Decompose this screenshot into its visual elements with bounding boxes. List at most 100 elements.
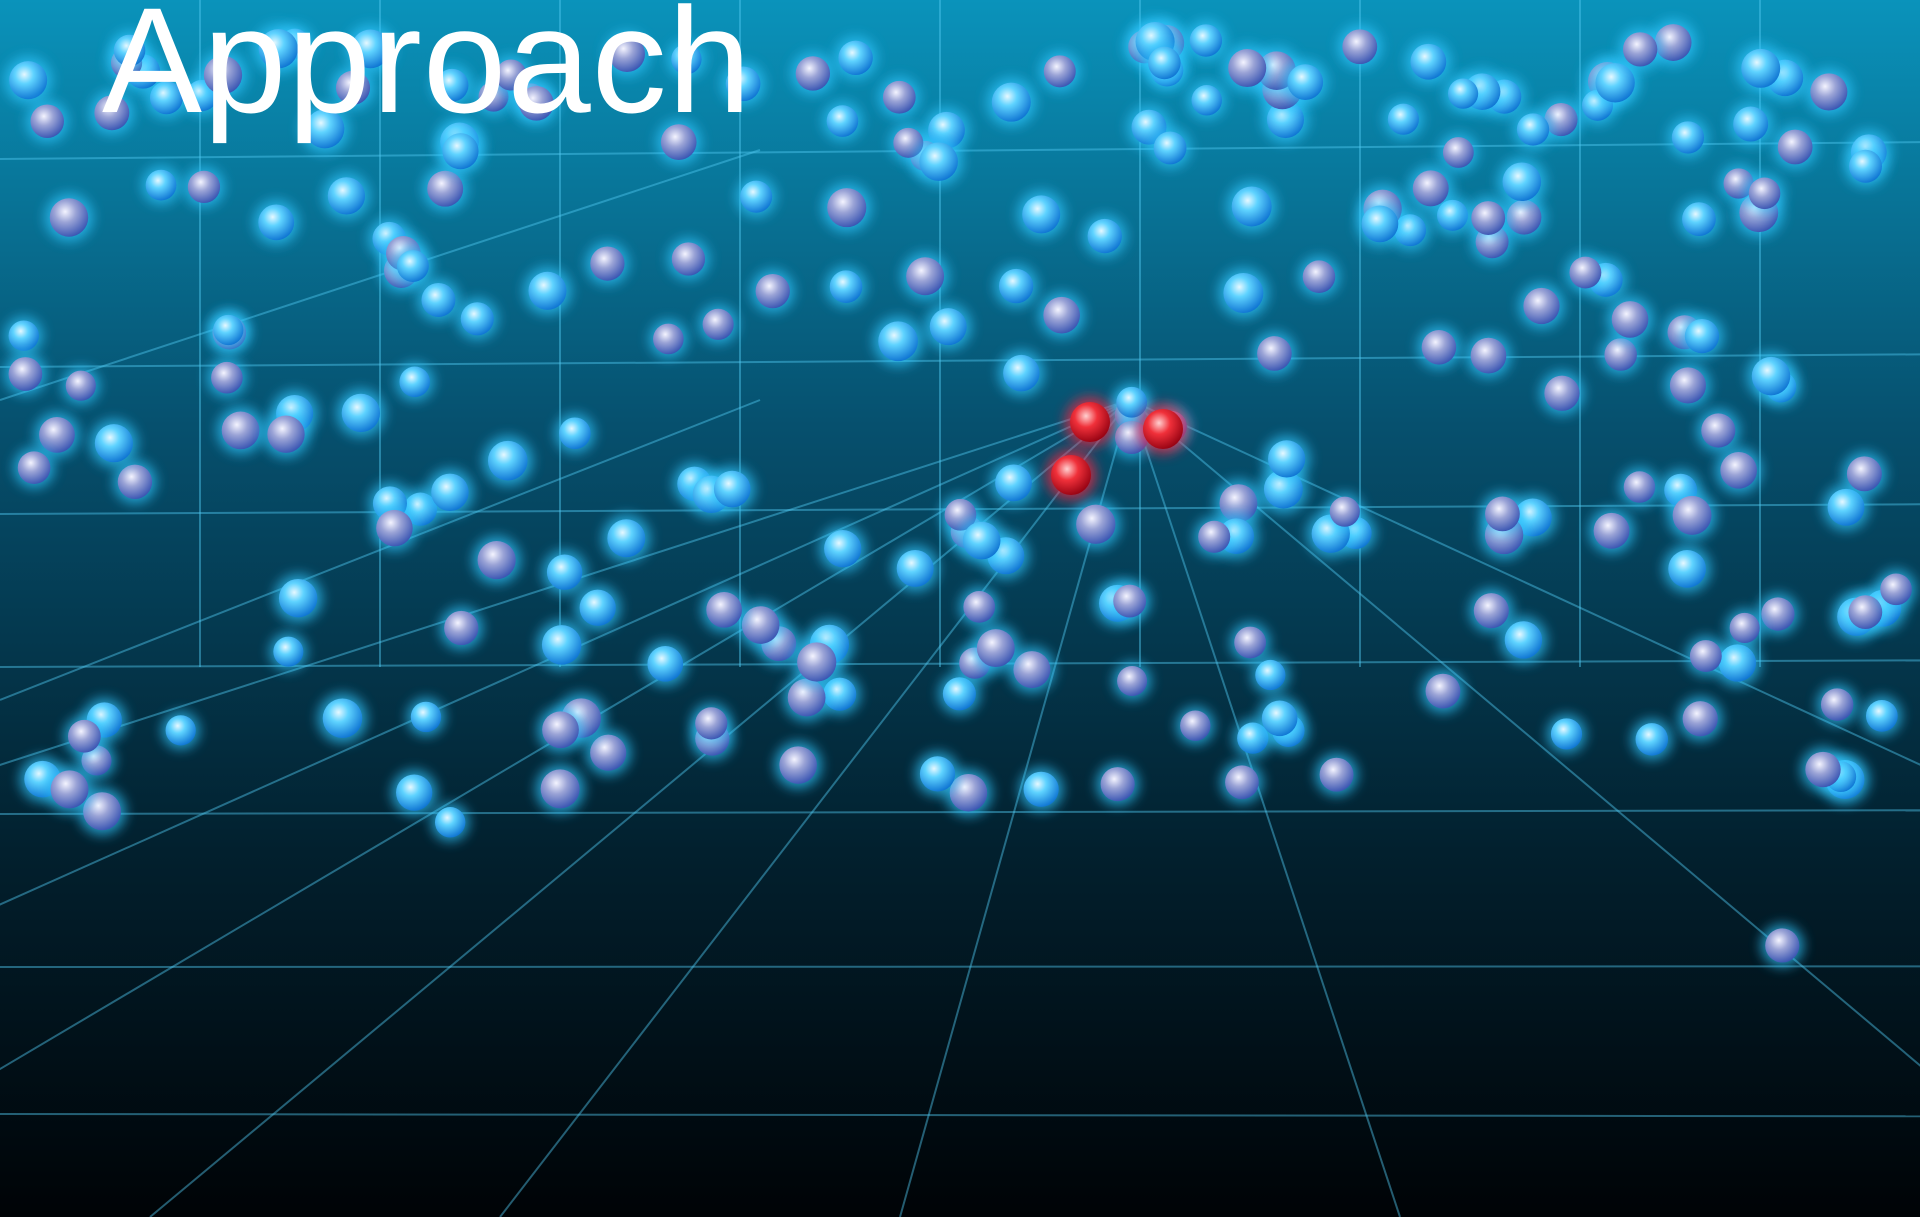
sphere	[1223, 273, 1263, 313]
sphere	[279, 579, 317, 617]
sphere	[827, 188, 866, 227]
sphere	[1805, 752, 1840, 787]
sphere	[273, 637, 303, 667]
sphere	[827, 105, 859, 137]
sphere	[695, 707, 727, 739]
sphere	[542, 625, 582, 665]
sphere	[992, 83, 1031, 122]
sphere	[166, 715, 196, 745]
sphere	[547, 555, 582, 590]
sphere	[1880, 573, 1912, 605]
sphere	[830, 270, 863, 303]
sphere	[541, 769, 580, 808]
sphere	[30, 105, 64, 139]
sphere	[647, 646, 683, 682]
sphere	[1670, 367, 1706, 403]
sphere	[1595, 63, 1634, 102]
sphere	[1143, 409, 1183, 449]
sphere	[376, 510, 413, 547]
sphere	[258, 204, 294, 240]
sphere	[1070, 402, 1110, 442]
sphere	[995, 465, 1032, 502]
sphere	[1752, 357, 1790, 395]
sphere	[1228, 49, 1266, 87]
sphere	[580, 590, 616, 626]
sphere	[95, 424, 133, 462]
slide: Approach	[0, 0, 1920, 1217]
sphere	[1426, 674, 1461, 709]
sphere	[1413, 170, 1449, 206]
sphere	[1342, 29, 1377, 64]
sphere	[542, 711, 579, 748]
sphere	[742, 606, 780, 644]
sphere	[1422, 330, 1457, 365]
sphere	[435, 807, 465, 837]
sphere	[1623, 32, 1657, 66]
sphere	[188, 171, 220, 203]
sphere	[1232, 186, 1272, 226]
sphere	[1113, 585, 1146, 618]
sphere	[1044, 55, 1076, 87]
sphere	[703, 309, 734, 340]
sphere	[39, 417, 75, 453]
sphere	[756, 274, 790, 308]
sphere	[1192, 85, 1222, 115]
sphere	[1668, 550, 1706, 588]
sphere	[9, 320, 39, 350]
sphere	[930, 308, 967, 345]
sphere	[328, 177, 365, 214]
sphere	[1505, 621, 1542, 658]
sphere	[461, 302, 494, 335]
sphere	[1673, 496, 1712, 535]
sphere	[977, 629, 1015, 667]
sphere	[267, 416, 304, 453]
sphere	[1076, 505, 1115, 544]
sphere	[146, 170, 177, 201]
sphere	[1761, 597, 1794, 630]
sphere	[1682, 202, 1716, 236]
sphere	[1303, 260, 1336, 293]
sphere	[1701, 413, 1735, 447]
sphere	[1410, 44, 1446, 80]
sphere	[1624, 471, 1656, 503]
sphere	[906, 257, 944, 295]
sphere	[1685, 319, 1719, 353]
sphere	[396, 774, 432, 810]
sphere	[838, 41, 872, 75]
sphere	[1733, 107, 1768, 142]
sphere	[399, 367, 430, 398]
sphere	[1551, 718, 1582, 749]
sphere	[1866, 700, 1898, 732]
sphere	[797, 642, 836, 681]
sphere	[1741, 49, 1780, 88]
sphere	[824, 530, 861, 567]
sphere	[1730, 613, 1760, 643]
sphere	[653, 324, 684, 355]
sphere	[1117, 666, 1147, 696]
sphere	[50, 198, 88, 236]
sphere	[1517, 113, 1549, 145]
sphere	[1101, 767, 1135, 801]
sphere	[68, 720, 101, 753]
sphere	[1636, 723, 1669, 756]
sphere	[427, 171, 463, 207]
sphere	[1330, 497, 1360, 527]
sphere	[1388, 104, 1419, 135]
sphere	[1234, 627, 1266, 659]
sphere	[1765, 928, 1799, 962]
sphere	[9, 357, 43, 391]
sphere	[920, 756, 955, 791]
sphere	[1849, 150, 1882, 183]
sphere	[488, 441, 528, 481]
sphere	[1720, 452, 1757, 489]
sphere	[1154, 132, 1187, 165]
sphere	[1180, 710, 1210, 740]
sphere	[796, 56, 830, 90]
sphere	[411, 702, 441, 732]
sphere	[9, 61, 47, 99]
sphere	[1569, 257, 1601, 289]
sphere	[1683, 701, 1718, 736]
sphere	[1190, 24, 1222, 56]
sphere	[1320, 758, 1354, 792]
sphere	[963, 591, 995, 623]
